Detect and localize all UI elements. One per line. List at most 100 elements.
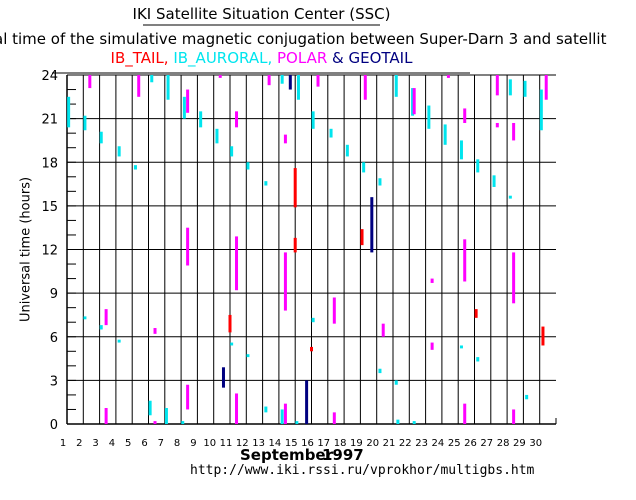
polar-mark	[463, 239, 467, 282]
polar-mark	[283, 403, 287, 424]
x-tick-label: 29	[513, 438, 526, 449]
ib-auroral-mark	[99, 325, 103, 330]
legend-sep: ,	[163, 49, 174, 67]
polar-mark	[381, 323, 385, 337]
x-tick-label: 9	[190, 438, 196, 449]
ib-auroral-mark	[83, 115, 87, 131]
x-tick-label: 10	[203, 438, 216, 449]
x-axis-year: 1997	[322, 446, 364, 464]
polar-mark	[332, 297, 336, 324]
x-tick-label: 1	[60, 438, 66, 449]
x-tick-label: 18	[334, 438, 347, 449]
legend-ib-tail: IB_TAIL	[110, 49, 164, 67]
x-tick-label: 5	[125, 438, 131, 449]
ib-auroral-mark	[523, 80, 527, 97]
ib-auroral-mark	[525, 394, 529, 400]
x-tick-label: 20	[366, 438, 379, 449]
ib-auroral-mark	[295, 421, 299, 424]
ib-auroral-mark	[476, 159, 480, 173]
ib-auroral-mark	[427, 105, 431, 129]
x-tick-label: 23	[415, 438, 428, 449]
legend-geotail: GEOTAIL	[348, 49, 413, 67]
ib-tail-mark	[541, 326, 545, 346]
polar-mark	[186, 89, 190, 113]
y-tick-label: 9	[50, 287, 58, 302]
x-tick-label: 26	[464, 438, 477, 449]
legend-sep: &	[327, 49, 349, 67]
ib-tail-mark	[360, 229, 364, 246]
ib-auroral-mark	[215, 128, 219, 144]
polar-mark	[267, 75, 271, 86]
polar-mark	[430, 342, 434, 350]
ib-auroral-mark	[166, 75, 170, 100]
ib-auroral-mark	[117, 339, 121, 343]
polar-mark	[104, 309, 108, 326]
polar-mark	[446, 75, 450, 78]
ib-tail-mark	[228, 314, 232, 333]
x-tick-label: 24	[432, 438, 445, 449]
polar-mark	[512, 122, 516, 141]
y-tick-label: 3	[50, 374, 58, 389]
ib-auroral-mark	[345, 144, 349, 157]
polar-mark	[235, 236, 239, 291]
ib-tail-mark	[293, 237, 297, 253]
polar-mark	[363, 75, 367, 100]
polar-mark	[186, 384, 190, 410]
ib-auroral-mark	[311, 317, 315, 323]
ib-auroral-mark	[476, 357, 480, 362]
x-tick-label: 11	[220, 438, 233, 449]
ib-auroral-mark	[280, 409, 284, 424]
chart-subtitle: al time of the simulative magnetic conju…	[0, 30, 607, 48]
polar-mark	[235, 111, 239, 128]
ib-auroral-mark	[443, 124, 447, 145]
ib-auroral-mark	[412, 421, 416, 424]
polar-mark	[412, 88, 416, 115]
x-tick-label: 6	[141, 438, 147, 449]
ib-tail-mark	[293, 168, 297, 208]
polar-mark	[218, 75, 222, 78]
ib-auroral-mark	[411, 88, 415, 116]
x-tick-label: 27	[480, 438, 493, 449]
ib-auroral-mark	[230, 146, 234, 157]
x-tick-label: 7	[158, 438, 164, 449]
y-tick-label: 24	[41, 69, 58, 84]
legend-ib-auroral: IB_AURORAL	[173, 49, 268, 67]
ib-auroral-mark	[182, 96, 186, 119]
polar-mark	[512, 252, 516, 304]
polar-mark	[153, 328, 157, 334]
ib-auroral-mark	[280, 75, 284, 84]
ib-auroral-mark	[329, 128, 333, 138]
legend-polar: POLAR	[277, 49, 328, 67]
x-tick-label: 22	[399, 438, 412, 449]
ib-auroral-mark	[492, 175, 496, 187]
geotail-mark	[305, 380, 309, 424]
ib-auroral-mark	[133, 165, 137, 170]
x-tick-label: 25	[448, 438, 461, 449]
y-tick-label: 21	[41, 113, 58, 128]
ib-auroral-mark	[264, 181, 268, 186]
ib-auroral-mark	[311, 111, 315, 129]
x-tick-label: 15	[285, 438, 298, 449]
ib-auroral-mark	[459, 345, 463, 349]
ib-auroral-mark	[296, 75, 300, 100]
ib-auroral-mark	[508, 195, 512, 199]
x-tick-label: 12	[236, 438, 249, 449]
ib-auroral-mark	[508, 79, 512, 96]
polar-mark	[463, 108, 467, 123]
polar-mark	[495, 75, 499, 96]
polar-mark	[283, 134, 287, 144]
source-url: http://www.iki.rssi.ru/vprokhor/multigbs…	[190, 463, 535, 478]
polar-mark	[512, 409, 516, 424]
ib-auroral-mark	[362, 162, 366, 173]
ib-auroral-mark	[99, 131, 103, 144]
ib-auroral-mark	[246, 354, 250, 358]
polar-mark	[430, 278, 434, 283]
ib-auroral-mark	[378, 178, 382, 186]
y-tick-label: 15	[41, 200, 58, 215]
ib-auroral-mark	[148, 400, 152, 416]
polar-mark	[137, 75, 141, 97]
x-tick-label: 17	[317, 438, 330, 449]
x-axis-month: September	[240, 446, 333, 464]
